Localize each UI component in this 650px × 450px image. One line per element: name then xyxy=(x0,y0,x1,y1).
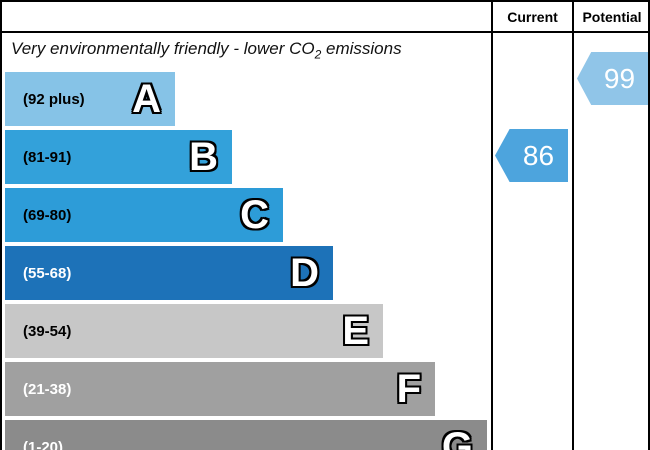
band-row-d: (55-68) D xyxy=(5,246,333,300)
band-range-label: (1-20) xyxy=(23,438,64,450)
chart-title: Very environmentally friendly - lower CO… xyxy=(11,39,402,61)
band-row-g: (1-20) G xyxy=(5,420,487,450)
current-rating-arrow: 86 xyxy=(495,129,568,182)
current-column-divider xyxy=(491,2,493,450)
band-letter: F xyxy=(396,367,422,411)
chart-title-post: emissions xyxy=(321,39,402,58)
band-range-label: (21-38) xyxy=(23,380,72,398)
band-letter: D xyxy=(289,251,320,295)
band-range-label: (39-54) xyxy=(23,322,72,340)
band-range-label: (81-91) xyxy=(23,148,72,166)
band-range-label: (55-68) xyxy=(23,264,72,282)
current-column-header: Current xyxy=(507,8,558,25)
band-row-a: (92 plus) A xyxy=(5,72,175,126)
potential-column-header: Potential xyxy=(582,8,642,25)
band-letter: B xyxy=(188,135,219,179)
header-separator-line xyxy=(2,31,648,33)
band-letter: G xyxy=(441,425,474,450)
potential-column-divider xyxy=(572,2,574,450)
chart-title-pre: Very environmentally friendly - lower CO xyxy=(11,39,315,58)
potential-rating-arrow: 99 xyxy=(577,52,648,105)
chart-title-subscript: 2 xyxy=(314,47,322,62)
band-letter: A xyxy=(131,77,162,121)
band-range-label: (69-80) xyxy=(23,206,72,224)
band-letter: E xyxy=(341,309,370,353)
band-range-label: (92 plus) xyxy=(23,90,85,108)
band-row-b: (81-91) B xyxy=(5,130,232,184)
band-row-c: (69-80) C xyxy=(5,188,283,242)
band-row-f: (21-38) F xyxy=(5,362,435,416)
band-letter: C xyxy=(239,193,270,237)
band-row-e: (39-54) E xyxy=(5,304,383,358)
